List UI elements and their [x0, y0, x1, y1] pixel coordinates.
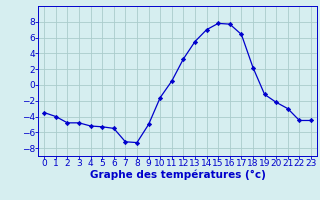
X-axis label: Graphe des températures (°c): Graphe des températures (°c) [90, 170, 266, 180]
